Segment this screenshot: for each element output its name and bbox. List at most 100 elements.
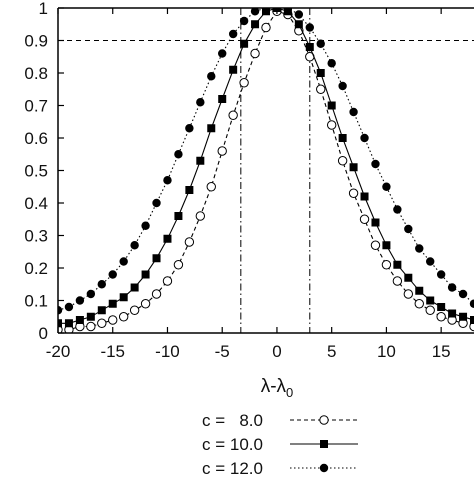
x-tick-label: 5	[327, 342, 336, 361]
data-point	[75, 296, 85, 305]
data-point	[185, 186, 194, 194]
data-point	[97, 318, 107, 328]
data-point	[97, 280, 106, 289]
data-point	[130, 241, 139, 250]
data-point	[447, 283, 457, 292]
series-2	[58, 8, 474, 328]
legend-label: c = 10.0	[202, 435, 263, 454]
data-point	[404, 224, 413, 234]
legend-label: c = 12.0	[202, 459, 263, 474]
data-point	[108, 315, 118, 325]
data-point	[240, 39, 249, 48]
data-point	[426, 296, 435, 305]
x-tick-label: -15	[100, 342, 125, 361]
y-tick-label: 1	[39, 0, 48, 18]
series-line	[58, 8, 474, 311]
data-point	[196, 98, 205, 107]
data-point	[393, 205, 402, 214]
x-tick-label: 0	[272, 342, 281, 361]
legend-marker	[319, 463, 329, 473]
data-point	[184, 237, 195, 247]
data-point	[108, 299, 117, 308]
data-point	[393, 260, 402, 269]
data-point	[337, 156, 348, 166]
data-point	[239, 78, 249, 88]
y-tick-label: 0.5	[24, 162, 48, 181]
data-point	[294, 10, 304, 19]
data-point	[228, 29, 238, 39]
series-3	[58, 8, 474, 315]
data-point	[316, 84, 326, 94]
x-axis-title: λ-λ0	[261, 376, 294, 400]
data-point	[436, 270, 446, 279]
data-point	[404, 273, 413, 282]
data-point	[196, 156, 205, 165]
y-tick-label: 0.6	[24, 129, 48, 148]
data-point	[108, 270, 117, 279]
data-point	[75, 316, 84, 324]
data-point	[305, 43, 314, 51]
x-tick-label: 10	[377, 342, 396, 361]
data-point	[381, 260, 392, 270]
data-point	[469, 299, 474, 308]
data-point	[437, 303, 446, 311]
data-point	[448, 309, 457, 318]
legend-marker	[319, 415, 329, 425]
data-point	[371, 159, 380, 169]
data-point	[162, 276, 173, 286]
data-point	[58, 325, 63, 333]
data-point	[86, 289, 96, 299]
data-point	[207, 72, 216, 81]
y-tick-label: 0.7	[24, 97, 48, 116]
data-point	[185, 124, 194, 133]
y-tick-label: 0.3	[24, 227, 48, 246]
data-point	[119, 293, 128, 302]
data-point	[338, 81, 347, 91]
data-point	[382, 241, 391, 250]
data-point	[206, 182, 216, 192]
data-point	[140, 299, 151, 309]
data-point	[64, 319, 73, 328]
data-point	[218, 49, 227, 58]
data-point	[371, 218, 380, 227]
data-point	[261, 8, 271, 13]
y-tick-label: 0.1	[24, 292, 48, 311]
data-point	[207, 124, 216, 133]
data-point	[305, 23, 314, 32]
x-tick-label: -20	[46, 342, 71, 361]
data-point	[326, 120, 337, 130]
data-point	[229, 65, 238, 74]
data-point	[316, 39, 325, 48]
plot-frame	[57, 7, 474, 334]
data-point	[392, 276, 403, 286]
axis-ticks: -20 -15 -10 -5 0 5 10 15 0 0.1 0.2 0.3 0.4 0.5 0.6 0.7 0…	[24, 0, 450, 361]
data-point	[261, 22, 271, 33]
data-point	[283, 8, 293, 13]
data-point	[163, 234, 172, 243]
data-point	[425, 305, 435, 315]
data-point	[58, 306, 63, 315]
legend-marker	[320, 440, 328, 448]
x-tick-label: -5	[215, 342, 230, 361]
legend: c = 8.0 c = 10.0 c = 12.0	[202, 411, 358, 478]
data-point	[360, 192, 369, 201]
data-point	[359, 214, 370, 224]
y-tick-label: 0.9	[24, 32, 48, 51]
x-tick-label: -10	[155, 342, 180, 361]
y-tick-label: 0.8	[24, 64, 48, 83]
data-point	[218, 95, 227, 103]
series-layer	[58, 8, 474, 333]
data-point	[86, 321, 96, 332]
data-point	[141, 270, 150, 279]
data-point	[151, 289, 162, 299]
data-point	[64, 302, 74, 312]
data-point	[195, 211, 206, 221]
data-point	[141, 221, 150, 230]
data-point	[174, 150, 183, 159]
data-point	[251, 20, 260, 29]
y-tick-label: 0	[39, 324, 48, 343]
data-point	[316, 69, 325, 77]
data-point	[118, 312, 129, 322]
data-point	[163, 176, 172, 185]
